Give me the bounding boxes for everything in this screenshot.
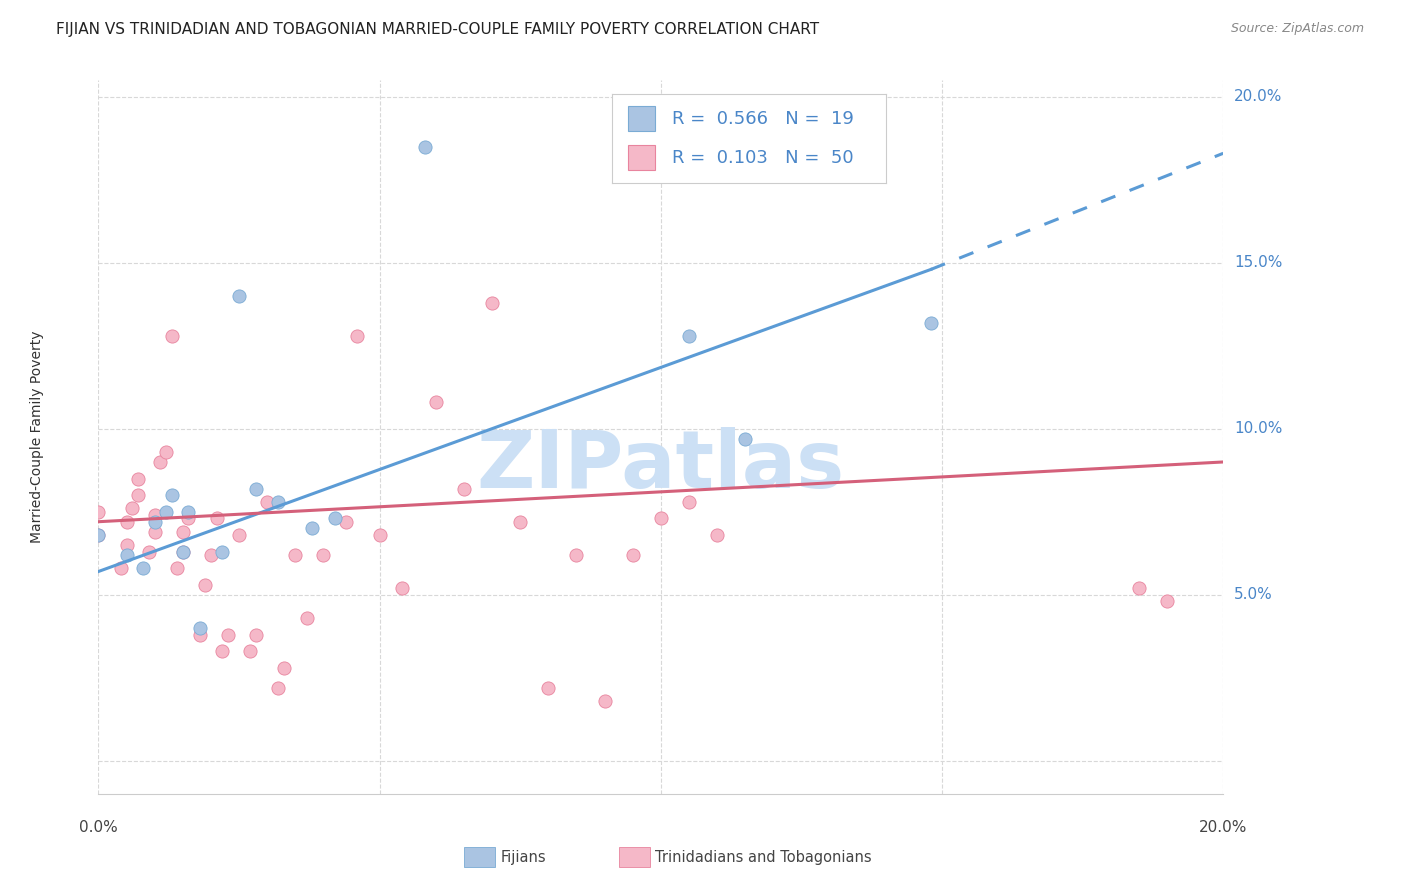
- Point: [239, 644, 262, 658]
- Point: [481, 295, 503, 310]
- Point: [267, 681, 290, 695]
- Point: [425, 395, 447, 409]
- Point: [245, 627, 267, 641]
- Text: Fijians: Fijians: [501, 850, 546, 864]
- Point: [593, 694, 616, 708]
- Point: [205, 511, 228, 525]
- Point: [565, 548, 588, 562]
- Point: [621, 548, 644, 562]
- Point: [127, 488, 149, 502]
- Text: Source: ZipAtlas.com: Source: ZipAtlas.com: [1230, 22, 1364, 36]
- Point: [284, 548, 307, 562]
- Point: [1156, 594, 1178, 608]
- Text: ZIPatlas: ZIPatlas: [477, 426, 845, 505]
- Point: [1128, 581, 1150, 595]
- Point: [115, 515, 138, 529]
- Point: [228, 289, 250, 303]
- Text: 5.0%: 5.0%: [1234, 587, 1272, 602]
- Text: FIJIAN VS TRINIDADIAN AND TOBAGONIAN MARRIED-COUPLE FAMILY POVERTY CORRELATION C: FIJIAN VS TRINIDADIAN AND TOBAGONIAN MAR…: [56, 22, 820, 37]
- Point: [267, 495, 290, 509]
- Point: [537, 681, 560, 695]
- Point: [172, 544, 194, 558]
- Point: [188, 621, 211, 635]
- Point: [706, 528, 728, 542]
- Point: [121, 501, 143, 516]
- Point: [301, 521, 323, 535]
- Point: [155, 505, 177, 519]
- Bar: [628, 145, 655, 170]
- Point: [413, 139, 436, 153]
- Point: [323, 511, 346, 525]
- Point: [87, 505, 110, 519]
- Point: [172, 524, 194, 539]
- Point: [650, 511, 672, 525]
- Point: [143, 515, 166, 529]
- Point: [160, 329, 183, 343]
- Point: [115, 548, 138, 562]
- Point: [312, 548, 335, 562]
- Point: [87, 528, 110, 542]
- Text: 20.0%: 20.0%: [1234, 89, 1282, 104]
- Point: [115, 538, 138, 552]
- Point: [211, 544, 233, 558]
- Point: [87, 528, 110, 542]
- Point: [335, 515, 357, 529]
- Point: [172, 544, 194, 558]
- Point: [132, 561, 155, 575]
- Text: 0.0%: 0.0%: [79, 821, 118, 836]
- Point: [127, 472, 149, 486]
- Point: [110, 561, 132, 575]
- Text: 15.0%: 15.0%: [1234, 255, 1282, 270]
- Point: [509, 515, 531, 529]
- Text: 10.0%: 10.0%: [1234, 421, 1282, 436]
- Point: [200, 548, 222, 562]
- Point: [160, 488, 183, 502]
- Point: [138, 544, 160, 558]
- Text: Married-Couple Family Poverty: Married-Couple Family Poverty: [30, 331, 44, 543]
- Point: [194, 578, 217, 592]
- Point: [143, 508, 166, 522]
- Point: [273, 661, 295, 675]
- Point: [155, 445, 177, 459]
- Text: R =  0.103   N =  50: R = 0.103 N = 50: [672, 149, 853, 167]
- Point: [346, 329, 368, 343]
- Point: [734, 432, 756, 446]
- Text: 20.0%: 20.0%: [1199, 821, 1247, 836]
- Point: [166, 561, 188, 575]
- Point: [920, 316, 942, 330]
- Point: [245, 482, 267, 496]
- Point: [228, 528, 250, 542]
- Point: [391, 581, 413, 595]
- Point: [217, 627, 239, 641]
- Text: Trinidadians and Tobagonians: Trinidadians and Tobagonians: [655, 850, 872, 864]
- Point: [177, 505, 200, 519]
- Point: [256, 495, 278, 509]
- Point: [177, 511, 200, 525]
- Point: [211, 644, 233, 658]
- Point: [678, 495, 700, 509]
- Point: [678, 329, 700, 343]
- Bar: [628, 106, 655, 131]
- Point: [149, 455, 172, 469]
- Point: [453, 482, 475, 496]
- Point: [368, 528, 391, 542]
- Point: [188, 627, 211, 641]
- Point: [295, 611, 318, 625]
- Point: [143, 524, 166, 539]
- Text: R =  0.566   N =  19: R = 0.566 N = 19: [672, 110, 853, 128]
